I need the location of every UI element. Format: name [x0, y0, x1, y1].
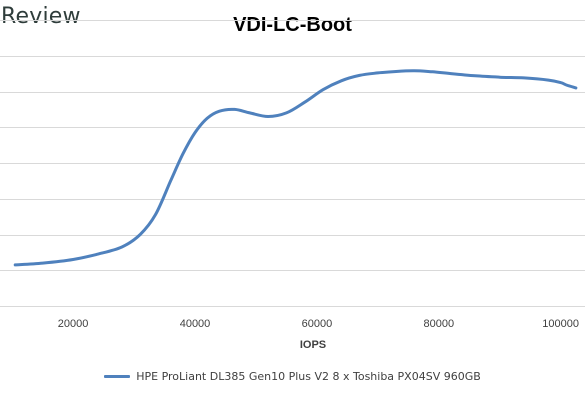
legend-swatch: [104, 375, 131, 378]
x-tick-label: 60000: [302, 318, 333, 330]
series-layer: [13, 69, 578, 267]
x-axis-title: IOPS: [300, 339, 326, 351]
brand-logo-text: Review: [1, 4, 81, 29]
chart-title: VDI-LC-Boot: [233, 14, 352, 36]
x-tick-label: 100000: [542, 318, 579, 330]
legend: HPE ProLiant DL385 Gen10 Plus V2 8 x Tos…: [0, 370, 585, 383]
x-tick-labels: 20000 40000 60000 80000 100000: [58, 318, 579, 330]
x-tick-label: 80000: [424, 318, 455, 330]
series-line-1: [13, 69, 578, 267]
x-tick-label: 20000: [58, 318, 89, 330]
x-tick-label: 40000: [180, 318, 211, 330]
gridlines: [0, 20, 585, 307]
legend-label: HPE ProLiant DL385 Gen10 Plus V2 8 x Tos…: [136, 370, 481, 383]
